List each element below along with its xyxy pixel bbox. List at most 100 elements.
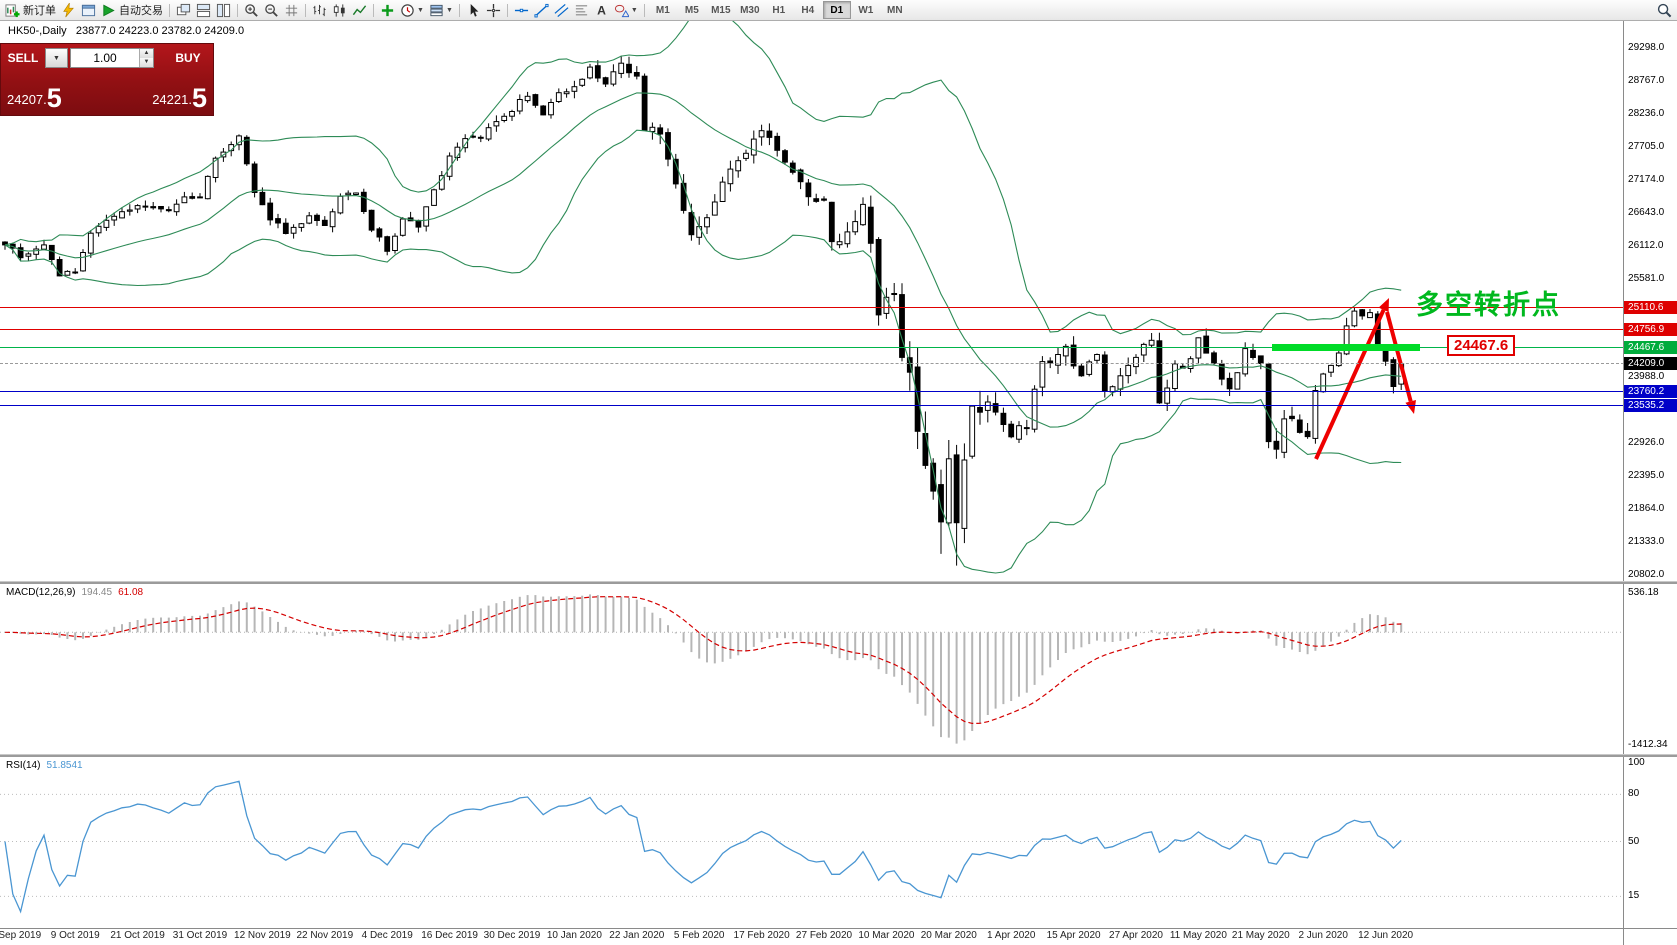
shapes-icon: [614, 3, 629, 18]
tile-vertical-button[interactable]: [214, 1, 233, 19]
timeframe-mn-button[interactable]: MN: [887, 4, 903, 16]
date-label: 1 Apr 2020: [987, 930, 1036, 941]
date-label: 12 Jun 2020: [1358, 930, 1414, 941]
axis-corner: [1623, 929, 1677, 945]
support-line-24467-axis-label: 24467.6: [1624, 341, 1677, 354]
toolbar-separator: [458, 3, 460, 17]
tile-horizontal-button[interactable]: [194, 1, 213, 19]
timeframe-w1-button[interactable]: W1: [858, 4, 874, 16]
chevron-down-icon: ▼: [630, 6, 638, 14]
order-type-dropdown[interactable]: ▼: [45, 48, 68, 68]
trendline-tool-button[interactable]: [532, 1, 551, 19]
rsi-plot[interactable]: RSI(14) 51.8541: [0, 757, 1624, 928]
price-axis-label: 28236.0: [1628, 107, 1665, 119]
candlestick-chart-button[interactable]: [330, 1, 349, 19]
price-level-tag[interactable]: 24467.6: [1447, 335, 1516, 356]
periods-button[interactable]: ▼: [398, 1, 426, 19]
bolt-icon: [61, 3, 76, 18]
cursor-icon: [466, 3, 481, 18]
price-axis[interactable]: 20802.0 21333.0 21864.0 22395.0 22926.0 23988…: [1623, 21, 1677, 581]
fibo-icon: [574, 3, 589, 18]
volume-input[interactable]: 1.00 ▲ ▼: [70, 48, 154, 68]
date-label: 30 Dec 2019: [483, 930, 541, 941]
cascade-windows-button[interactable]: [174, 1, 193, 19]
macd-chart[interactable]: [0, 584, 1624, 754]
symbol-ohlc-line: HK50-,Daily 23877.0 24223.0 23782.0 2420…: [8, 25, 245, 37]
down-trend-arrow[interactable]: [1385, 311, 1416, 414]
channel-tool-button[interactable]: [552, 1, 571, 19]
toolbar-separator: [169, 3, 170, 17]
text-icon: [594, 3, 609, 18]
timeframe-m30-button[interactable]: M30: [740, 4, 760, 16]
fibonacci-tool-button[interactable]: [572, 1, 591, 19]
timeframe-m1-button[interactable]: M1: [655, 4, 670, 16]
timeframe-h1-button[interactable]: H1: [772, 4, 786, 16]
search-button[interactable]: [1655, 1, 1674, 19]
trendline-icon: [534, 3, 549, 18]
turning-point-note[interactable]: 多空转折点: [1416, 290, 1561, 320]
current-price-line[interactable]: [0, 363, 1624, 364]
price-axis-label: 27174.0: [1628, 173, 1665, 185]
resistance-line-25110[interactable]: [0, 307, 1624, 309]
support-highlight-segment[interactable]: [1272, 344, 1420, 351]
resistance-line-24756-axis-label: 24756.9: [1624, 323, 1677, 337]
main-chart-plot[interactable]: HK50-,Daily 23877.0 24223.0 23782.0 2420…: [0, 21, 1624, 581]
macd-axis[interactable]: 536.18 -1412.34: [1623, 584, 1677, 754]
shapes-tool-button[interactable]: ▼: [612, 1, 640, 19]
volume-value: 1.00: [93, 51, 117, 65]
timeframe-d1-button[interactable]: D1: [822, 1, 851, 19]
timeframe-m15-button[interactable]: M15: [711, 4, 731, 16]
timeframe-h4-button[interactable]: H4: [801, 4, 815, 16]
panel-splitter[interactable]: [0, 581, 1677, 584]
line-chart-button[interactable]: [350, 1, 369, 19]
resistance-line-25110-axis-label: 25110.6: [1624, 301, 1677, 315]
support-line-24467[interactable]: [0, 347, 1624, 348]
grid-button[interactable]: [282, 1, 301, 19]
rsi-axis-label: 15: [1628, 890, 1640, 902]
macd-plot[interactable]: MACD(12,26,9) 194.45 61.08: [0, 584, 1624, 754]
text-tool-button[interactable]: [592, 1, 611, 19]
auto-trading-button[interactable]: 自动交易: [99, 1, 165, 19]
hline-icon: [514, 3, 529, 18]
sell-button[interactable]: SELL: [7, 51, 39, 65]
chevron-down-icon: ▼: [417, 6, 424, 14]
buy-button[interactable]: BUY: [175, 51, 201, 65]
chevron-down-icon: ▼: [53, 54, 60, 62]
chart-window-button[interactable]: [79, 1, 98, 19]
crosshair-button[interactable]: [484, 1, 503, 19]
rsi-panel: RSI(14) 51.8541 100 80 50 15: [0, 757, 1677, 928]
zoom-out-button[interactable]: [262, 1, 281, 19]
add-indicator-button[interactable]: [378, 1, 397, 19]
resistance-line-24756[interactable]: [0, 329, 1624, 331]
timeframe-m5-button[interactable]: M5: [684, 4, 699, 16]
bar-chart-button[interactable]: [310, 1, 329, 19]
templates-button[interactable]: ▼: [427, 1, 455, 19]
candlestick-chart[interactable]: [0, 21, 1623, 581]
toolbar: 新订单 自动交易 ▼ ▼ ▼ M1 M5 M15 M30 H1 H4 D1 W1 MN: [0, 0, 1677, 21]
buy-price[interactable]: 24221. 5: [152, 85, 207, 112]
support-line-23535[interactable]: [0, 404, 1624, 406]
panel-splitter[interactable]: [0, 754, 1677, 757]
volume-stepper[interactable]: ▲ ▼: [139, 49, 153, 67]
rsi-chart[interactable]: [0, 757, 1624, 928]
horizontal-line-tool-button[interactable]: [512, 1, 531, 19]
quick-trade-button[interactable]: [59, 1, 78, 19]
cascade-icon: [176, 3, 191, 18]
layers-icon: [429, 3, 444, 18]
magnifier-icon: [1657, 3, 1672, 18]
zoom-in-button[interactable]: [242, 1, 261, 19]
tilev-icon: [216, 3, 231, 18]
date-axis[interactable]: 25 Sep 2019 9 Oct 2019 21 Oct 2019 31 Oct 2…: [0, 928, 1677, 945]
one-click-trading-panel: SELL ▼ 1.00 ▲ ▼ BUY 24207. 5 24221. 5: [0, 43, 214, 116]
up-trend-arrow[interactable]: [1314, 298, 1389, 460]
rsi-axis[interactable]: 100 80 50 15: [1623, 757, 1677, 928]
volume-down-icon[interactable]: ▼: [140, 58, 153, 67]
support-line-23760[interactable]: [0, 390, 1624, 392]
date-label: 22 Jan 2020: [609, 930, 665, 941]
volume-up-icon[interactable]: ▲: [140, 49, 153, 58]
new-order-button[interactable]: 新订单: [3, 1, 58, 19]
cursor-button[interactable]: [464, 1, 483, 19]
sell-price[interactable]: 24207. 5: [7, 85, 62, 112]
price-axis-label: 29298.0: [1628, 42, 1665, 53]
macd-signal-value: 61.08: [118, 587, 144, 598]
